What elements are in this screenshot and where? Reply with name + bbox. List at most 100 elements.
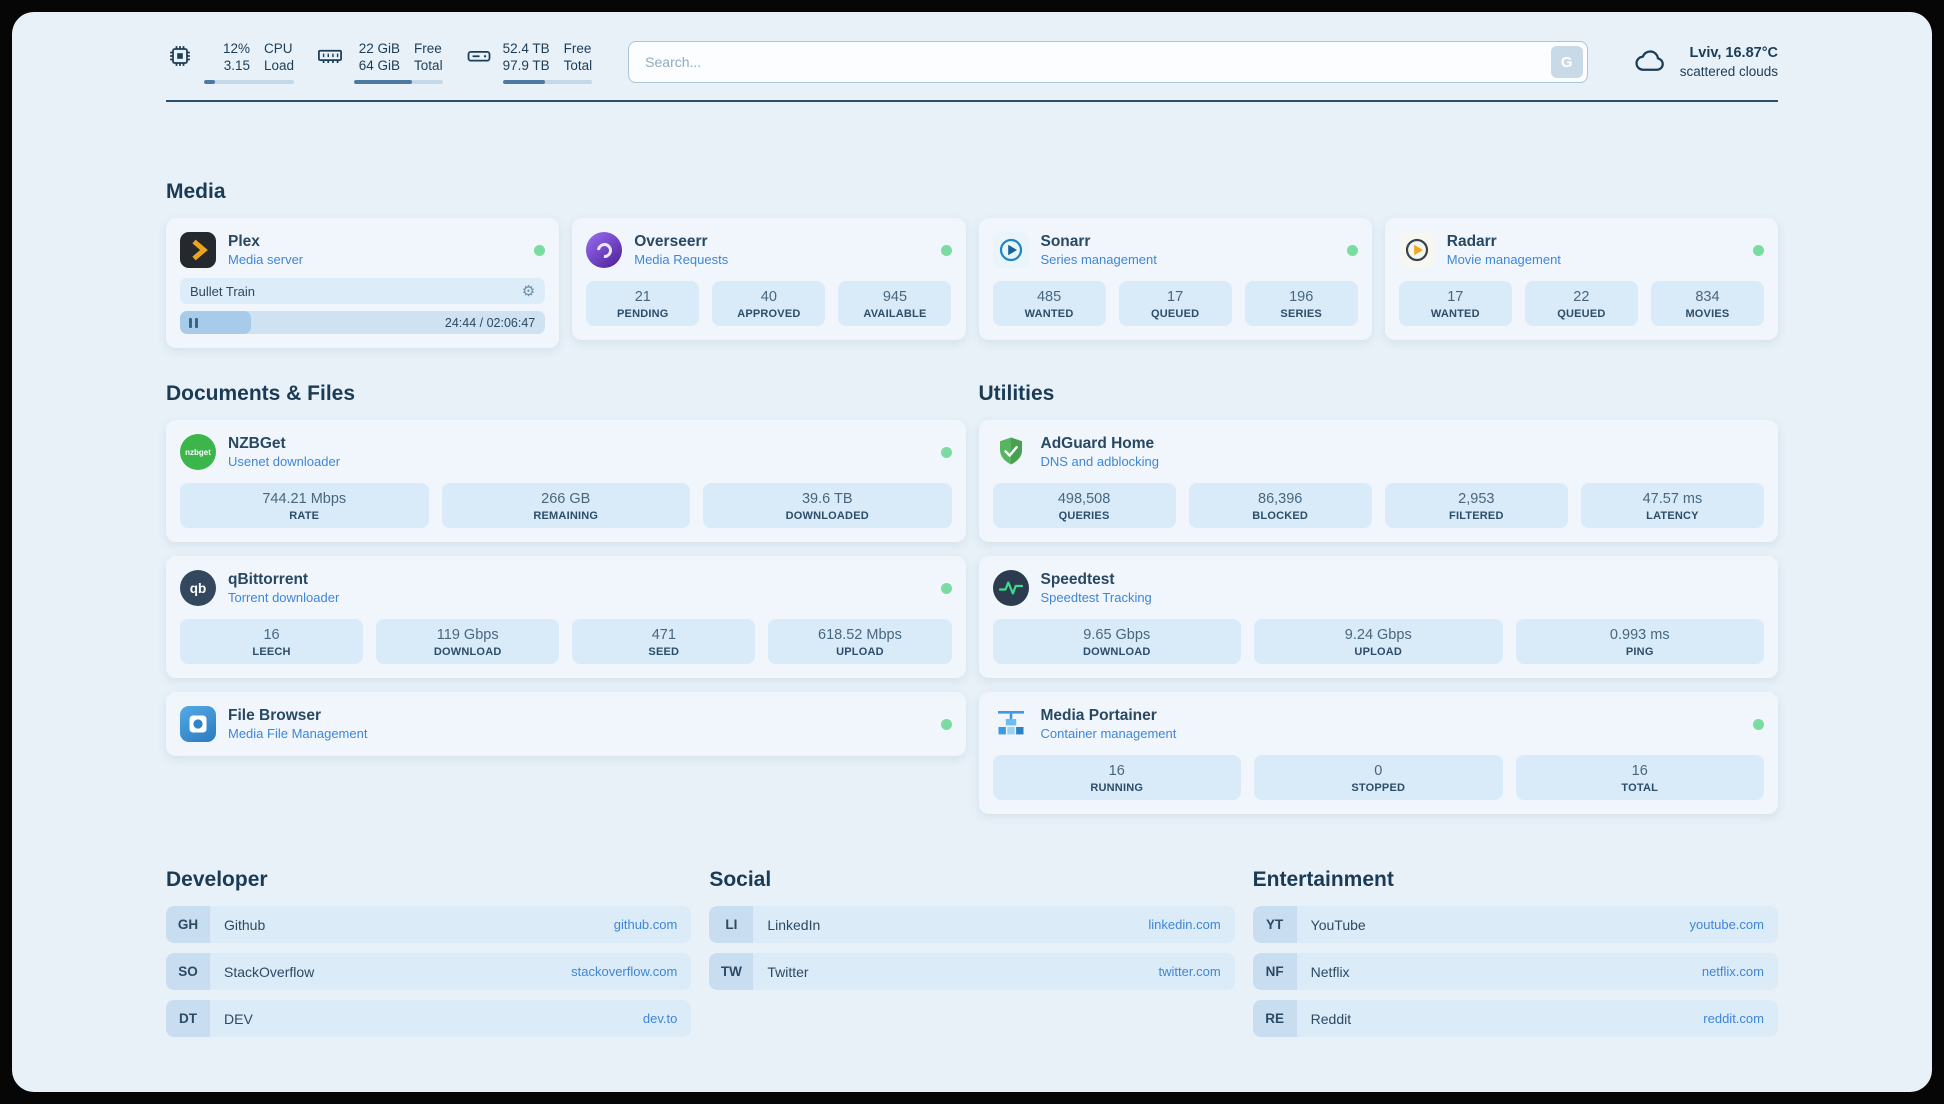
memory-total-value: 64 GiB [358, 58, 401, 73]
playback-progress-bar[interactable]: 24:44 / 02:06:47 [180, 311, 546, 334]
stat-block: 21 PENDING [586, 281, 700, 326]
status-dot [1346, 244, 1358, 256]
qbittorrent-icon: qb [180, 570, 216, 606]
stat-block: 16 TOTAL [1515, 755, 1764, 800]
stat-block: 40 APPROVED [712, 281, 826, 326]
stat-block: 498,508 QUERIES [992, 483, 1176, 528]
memory-total-label: Total [414, 58, 443, 73]
radarr-card[interactable]: Radarr Movie management 17 WANTED 22 QUE… [1384, 218, 1778, 340]
section-title-social: Social [709, 868, 772, 891]
bookmark-twitter[interactable]: TW Twitter twitter.com [709, 953, 1235, 990]
cpu-label: CPU [264, 41, 293, 56]
top-bar: 12% 3.15 CPU Load [166, 12, 1778, 84]
search-input[interactable] [628, 41, 1588, 83]
gear-icon[interactable]: ⚙ [521, 282, 536, 300]
stat-block: 196 SERIES [1244, 281, 1358, 326]
bookmarks-social: Social LI LinkedIn linkedin.com TW Twitt… [709, 868, 1235, 1047]
section-media: Media Plex Media server Bullet [166, 180, 1778, 348]
speedtest-card[interactable]: Speedtest Speedtest Tracking 9.65 Gbps D… [978, 556, 1778, 678]
stat-block: 86,396 BLOCKED [1188, 483, 1372, 528]
weather-condition: scattered clouds [1679, 63, 1778, 79]
section-title-entertainment: Entertainment [1252, 868, 1394, 891]
portainer-card[interactable]: Media Portainer Container management 16 … [978, 692, 1778, 814]
stat-block: 119 Gbps DOWNLOAD [376, 619, 560, 664]
service-subtitle: Usenet downloader [228, 454, 341, 469]
service-name: qBittorrent [228, 571, 309, 588]
stat-block: 471 SEED [572, 619, 756, 664]
cpu-load-label: Load [264, 58, 295, 73]
pause-icon [189, 317, 192, 328]
stat-block: 485 WANTED [992, 281, 1106, 326]
stat-block: 2,953 FILTERED [1384, 483, 1568, 528]
sonarr-card[interactable]: Sonarr Series management 485 WANTED 17 Q… [978, 218, 1372, 340]
adguard-card[interactable]: AdGuard Home DNS and adblocking 498,508 … [978, 420, 1778, 542]
plex-icon [180, 232, 216, 268]
cpu-progress-track [204, 80, 295, 84]
bookmarks-entertainment: Entertainment YT YouTube youtube.com NF … [1252, 868, 1778, 1047]
stat-block: 618.52 Mbps UPLOAD [768, 619, 952, 664]
section-documents: Documents & Files nzbget NZBGet Usenet d… [166, 382, 966, 756]
service-subtitle: Media server [228, 252, 304, 267]
weather-location: Lviv, 16.87°C [1689, 44, 1778, 61]
disk-free-value: 52.4 TB [502, 41, 550, 56]
service-subtitle: Torrent downloader [228, 590, 340, 605]
bookmark-youtube[interactable]: YT YouTube youtube.com [1252, 906, 1778, 943]
now-playing-bar: Bullet Train ⚙ [180, 278, 546, 304]
service-name: Radarr [1446, 233, 1497, 250]
cpu-usage-value: 12% [222, 41, 250, 56]
stat-block: 945 AVAILABLE [838, 281, 952, 326]
portainer-icon [993, 706, 1029, 742]
qbittorrent-card[interactable]: qb qBittorrent Torrent downloader 16 LEE… [166, 556, 966, 678]
bookmark-reddit[interactable]: RE Reddit reddit.com [1252, 1000, 1778, 1037]
now-playing-title: Bullet Train [190, 283, 256, 299]
bookmark-stackoverflow[interactable]: SO StackOverflow stackoverflow.com [166, 953, 692, 990]
bookmark-linkedin[interactable]: LI LinkedIn linkedin.com [709, 906, 1235, 943]
stat-block: 47.57 ms LATENCY [1580, 483, 1764, 528]
service-subtitle: Speedtest Tracking [1040, 590, 1152, 605]
section-utilities: Utilities AdGu [978, 382, 1778, 814]
sonarr-icon [992, 232, 1029, 268]
status-dot [940, 718, 952, 730]
dashboard-page: 12% 3.15 CPU Load [12, 12, 1932, 1092]
filebrowser-card[interactable]: File Browser Media File Management [166, 692, 966, 756]
service-subtitle: Media File Management [228, 726, 368, 741]
memory-widget: 22 GiB 64 GiB Free Total [316, 40, 443, 84]
disk-total-label: Total [563, 58, 593, 73]
bookmarks-developer: Developer GH Github github.com SO StackO… [166, 868, 692, 1047]
service-subtitle: Movie management [1446, 252, 1561, 267]
overseerr-card[interactable]: Overseerr Media Requests 21 PENDING 40 A… [572, 218, 966, 340]
speedtest-icon [992, 570, 1029, 606]
stat-block: 0.993 ms PING [1515, 619, 1764, 664]
stat-block: 39.6 TB DOWNLOADED [703, 483, 952, 528]
nzbget-icon: nzbget [180, 434, 216, 470]
resource-widgets: 12% 3.15 CPU Load [166, 40, 593, 84]
cpu-progress-fill [204, 80, 215, 84]
playback-progress-fill [180, 311, 252, 334]
bookmark-dev[interactable]: DT DEV dev.to [166, 1000, 692, 1037]
google-search-button[interactable]: G [1550, 46, 1583, 78]
plex-card[interactable]: Plex Media server Bullet Train ⚙ 24:44 [166, 218, 560, 348]
topbar-divider [166, 100, 1778, 102]
disk-icon [465, 42, 493, 75]
stat-block: 22 QUEUED [1524, 281, 1638, 326]
bookmark-github[interactable]: GH Github github.com [166, 906, 692, 943]
service-name: Speedtest [1040, 571, 1115, 588]
memory-progress-track [354, 80, 443, 84]
service-name: Overseerr [634, 233, 708, 250]
service-name: Sonarr [1040, 233, 1091, 250]
disk-progress-track [502, 80, 593, 84]
adguard-icon [993, 434, 1029, 470]
nzbget-card[interactable]: nzbget NZBGet Usenet downloader 744.21 M… [166, 420, 966, 542]
section-title-utilities: Utilities [978, 382, 1055, 405]
service-name: AdGuard Home [1040, 435, 1155, 452]
stat-block: 834 MOVIES [1650, 281, 1764, 326]
memory-free-label: Free [414, 41, 442, 56]
service-name: File Browser [228, 707, 322, 724]
service-subtitle: Container management [1040, 726, 1177, 741]
service-subtitle: DNS and adblocking [1040, 454, 1160, 469]
bookmark-netflix[interactable]: NF Netflix netflix.com [1252, 953, 1778, 990]
stat-block: 16 LEECH [180, 619, 364, 664]
section-title-developer: Developer [166, 868, 268, 891]
search-bar: G [628, 41, 1588, 83]
section-title-documents: Documents & Files [166, 382, 356, 405]
